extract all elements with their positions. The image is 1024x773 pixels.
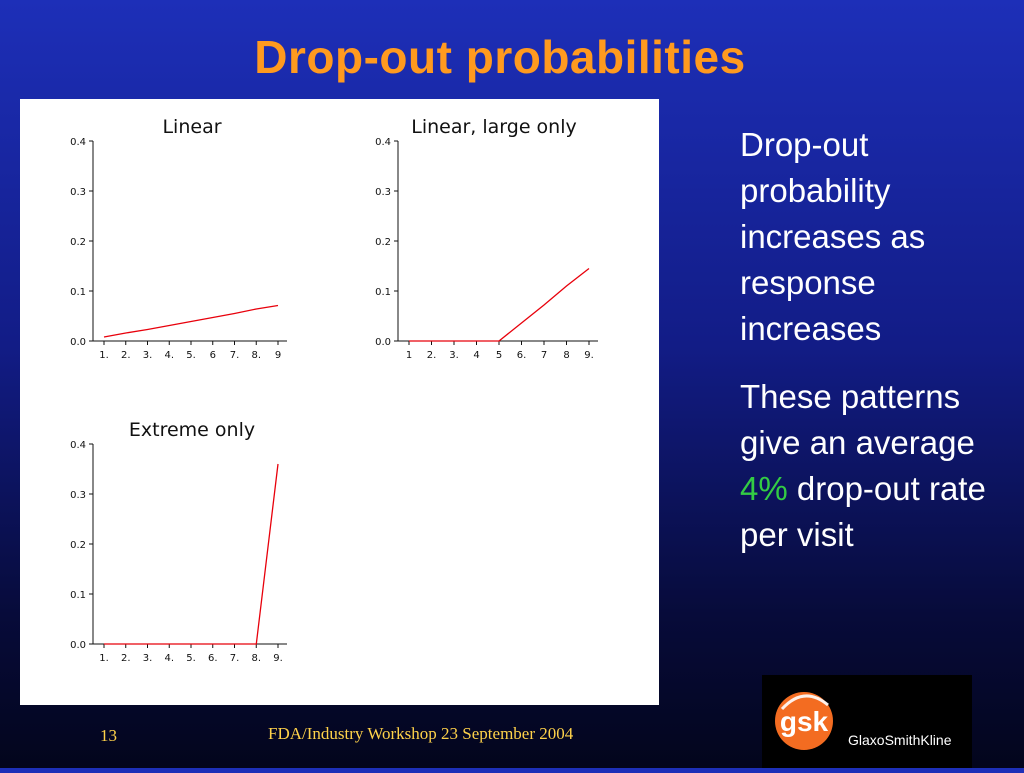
chart-3: Extreme only 0.0 0.1 0.2 0.3 0.4 1. 2. 3. 4. 5. 6. 7… — [70, 419, 287, 664]
side-text-paragraph-2: These patterns give an average 4% drop-o… — [740, 374, 1010, 558]
side-text-p2-after: drop-out rate per visit — [740, 470, 986, 553]
y-tick-label: 0.2 — [70, 237, 86, 248]
x-tick-label: 1. — [99, 350, 109, 361]
gsk-logo-mark-text: gsk — [780, 706, 829, 737]
drop-out-line — [103, 304, 279, 338]
x-tick-label: 1 — [406, 350, 412, 361]
x-tick-label: 7. — [230, 653, 240, 664]
chart-1: Linear 0.0 0.1 0.2 0.3 0.4 1. 2. 3. 4. 5. 6 7. 8. 9 — [70, 116, 287, 361]
x-tick-label: 3. — [449, 350, 459, 361]
chart-2: Linear, large only 0.0 0.1 0.2 0.3 0.4 1 2. 3. 4 5… — [375, 116, 598, 361]
footer-text: FDA/Industry Workshop 23 September 2004 — [268, 724, 574, 743]
y-tick-label: 0.4 — [70, 137, 86, 148]
x-tick-label: 9. — [273, 653, 283, 664]
x-tick-label: 8. — [251, 653, 261, 664]
x-tick-label: 2. — [121, 350, 131, 361]
x-tick-label: 6. — [208, 653, 218, 664]
y-tick-label: 0.2 — [375, 237, 391, 248]
chart-title: Linear — [162, 116, 221, 138]
x-tick-label: 2. — [427, 350, 437, 361]
y-tick-label: 0.2 — [70, 540, 86, 551]
chart-title: Linear, large only — [411, 116, 577, 138]
y-tick-label: 0.4 — [375, 137, 391, 148]
slide-title: Drop-out probabilities — [254, 31, 746, 83]
x-tick-label: 9 — [275, 350, 281, 361]
y-tick-label: 0.1 — [375, 287, 391, 298]
x-tick-label: 5. — [186, 350, 196, 361]
gsk-logo-name-text: GlaxoSmithKline — [848, 732, 952, 748]
x-tick-label: 5. — [186, 653, 196, 664]
x-tick-label: 1. — [99, 653, 109, 664]
side-text: Drop-out probability increases as respon… — [740, 122, 1010, 580]
x-tick-label: 4. — [164, 653, 174, 664]
y-tick-label: 0.0 — [375, 337, 391, 348]
drop-out-rate-highlight: 4% — [740, 470, 788, 507]
gsk-logo: gsk GlaxoSmithKline — [762, 675, 972, 768]
drop-out-line — [104, 463, 279, 645]
y-tick-label: 0.0 — [70, 337, 86, 348]
y-tick-label: 0.1 — [70, 590, 86, 601]
x-tick-label: 8. — [251, 350, 261, 361]
side-text-paragraph-1: Drop-out probability increases as respon… — [740, 126, 926, 347]
drop-out-line — [409, 267, 590, 342]
chart-panel: Linear 0.0 0.1 0.2 0.3 0.4 1. 2. 3. 4. 5. 6 7. 8. 9 Lin… — [20, 99, 659, 705]
y-tick-label: 0.1 — [70, 287, 86, 298]
x-tick-label: 6. — [517, 350, 527, 361]
x-tick-label: 4. — [164, 350, 174, 361]
x-tick-label: 7 — [541, 350, 547, 361]
x-tick-label: 4 — [473, 350, 479, 361]
side-text-p2-before: These patterns give an average — [740, 378, 975, 461]
y-tick-label: 0.3 — [70, 490, 86, 501]
x-tick-label: 7. — [230, 350, 240, 361]
footer-page-number: 13 — [100, 726, 117, 745]
x-tick-label: 3. — [143, 350, 153, 361]
gsk-logo-mark: gsk GlaxoSmithKline — [775, 692, 952, 750]
x-tick-label: 8 — [563, 350, 569, 361]
y-tick-label: 0.0 — [70, 640, 86, 651]
y-tick-label: 0.3 — [70, 187, 86, 198]
x-tick-label: 2. — [121, 653, 131, 664]
chart-title: Extreme only — [129, 419, 255, 441]
x-tick-label: 5 — [496, 350, 502, 361]
x-tick-label: 9. — [584, 350, 594, 361]
x-tick-label: 6 — [210, 350, 216, 361]
x-tick-label: 3. — [143, 653, 153, 664]
y-tick-label: 0.3 — [375, 187, 391, 198]
y-tick-label: 0.4 — [70, 440, 86, 451]
